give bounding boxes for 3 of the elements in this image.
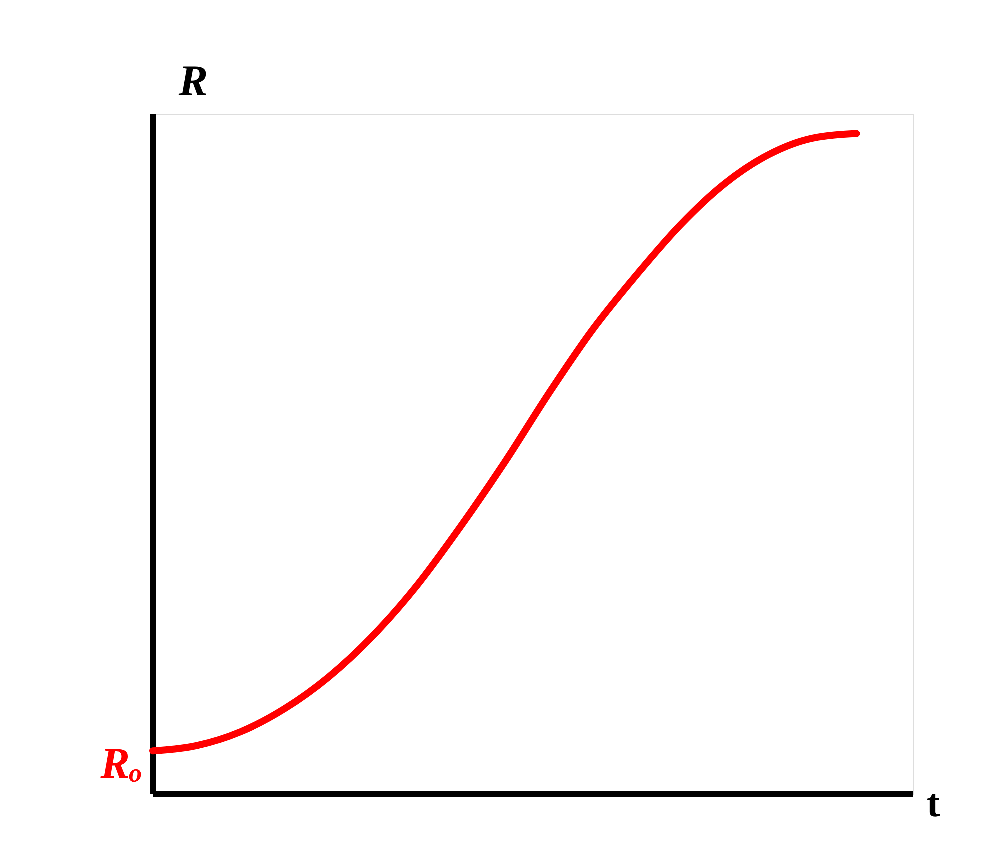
y-axis-title: R	[178, 56, 208, 106]
x-axis-title: t	[926, 780, 941, 826]
text: Rₒ	[100, 739, 143, 788]
